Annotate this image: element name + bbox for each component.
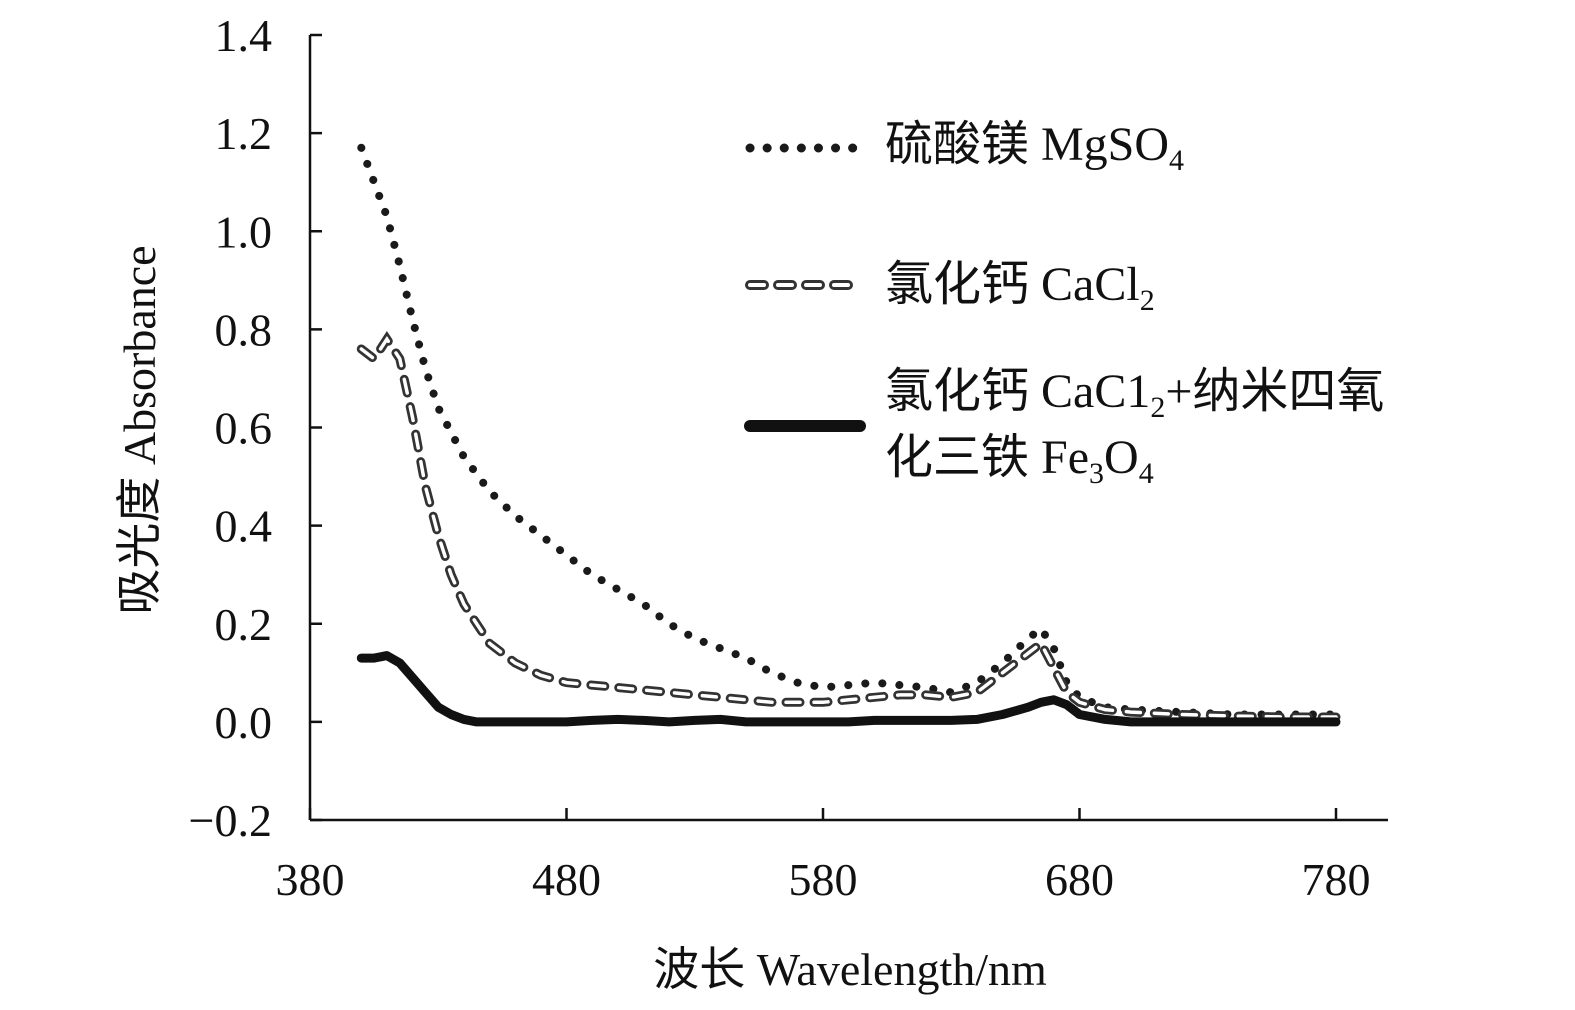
plot-area	[356, 143, 1341, 727]
legend-label-cacl2-sub: 2	[1140, 284, 1155, 317]
y-tick-label: −0.2	[189, 795, 272, 846]
legend-label-fe3o4-l2-sub2: 4	[1139, 457, 1154, 490]
y-tick-label: 0.8	[215, 304, 273, 355]
y-tick-label: 1.4	[215, 10, 273, 61]
y-tick-label: 0.0	[215, 697, 273, 748]
series-line-2	[356, 651, 1341, 727]
x-tick-label: 780	[1302, 854, 1371, 905]
legend-label-fe3o4-l2-mid: O	[1104, 431, 1139, 484]
legend-label-mgso4: 硫酸镁 MgSO4	[885, 118, 1184, 177]
x-tick-label: 480	[532, 854, 601, 905]
x-tick-label: 380	[276, 854, 345, 905]
legend-label-cacl2-fe3o4-line1: 氯化钙 CaC12+纳米四氧	[885, 365, 1384, 424]
legend: 硫酸镁 MgSO4 氯化钙 CaCl2 氯化钙 CaC12+纳米四氧 化三铁 F…	[744, 118, 1384, 490]
legend-label-fe3o4-l2-sub: 3	[1089, 457, 1104, 490]
legend-label-fe3o4-l2-main: 化三铁 Fe	[885, 431, 1089, 484]
legend-label-fe3o4-l1-tail: +纳米四氧	[1165, 365, 1384, 418]
legend-label-fe3o4-l1-main: 氯化钙 CaC1	[885, 365, 1150, 418]
y-tick-label: 1.0	[215, 206, 273, 257]
y-tick-label: 1.2	[215, 108, 273, 159]
x-tick-label: 680	[1045, 854, 1114, 905]
x-axis-title: 波长 Wavelength/nm	[653, 944, 1047, 995]
legend-label-fe3o4-l1-sub: 2	[1150, 391, 1165, 424]
y-tick-label: 0.2	[215, 599, 273, 650]
y-axis-title: 吸光度 Absorbance	[114, 245, 165, 614]
y-ticks: −0.2 0.0 0.2 0.4 0.6 0.8 1.0 1.2 1.4	[189, 10, 322, 846]
x-ticks: 380 480 580 680 780	[276, 808, 1371, 905]
legend-label-cacl2-main: 氯化钙 CaCl	[885, 258, 1140, 311]
y-tick-label: 0.6	[215, 403, 273, 454]
x-tick-label: 580	[789, 854, 858, 905]
legend-label-mgso4-sub: 4	[1169, 144, 1184, 177]
y-tick-label: 0.4	[215, 501, 273, 552]
series-line-0	[357, 143, 1340, 719]
series-line-1-inner	[359, 336, 1338, 719]
legend-label-cacl2: 氯化钙 CaCl2	[885, 258, 1155, 317]
legend-label-cacl2-fe3o4-line2: 化三铁 Fe3O4	[885, 431, 1154, 490]
legend-label-mgso4-main: 硫酸镁 MgSO	[885, 118, 1169, 171]
